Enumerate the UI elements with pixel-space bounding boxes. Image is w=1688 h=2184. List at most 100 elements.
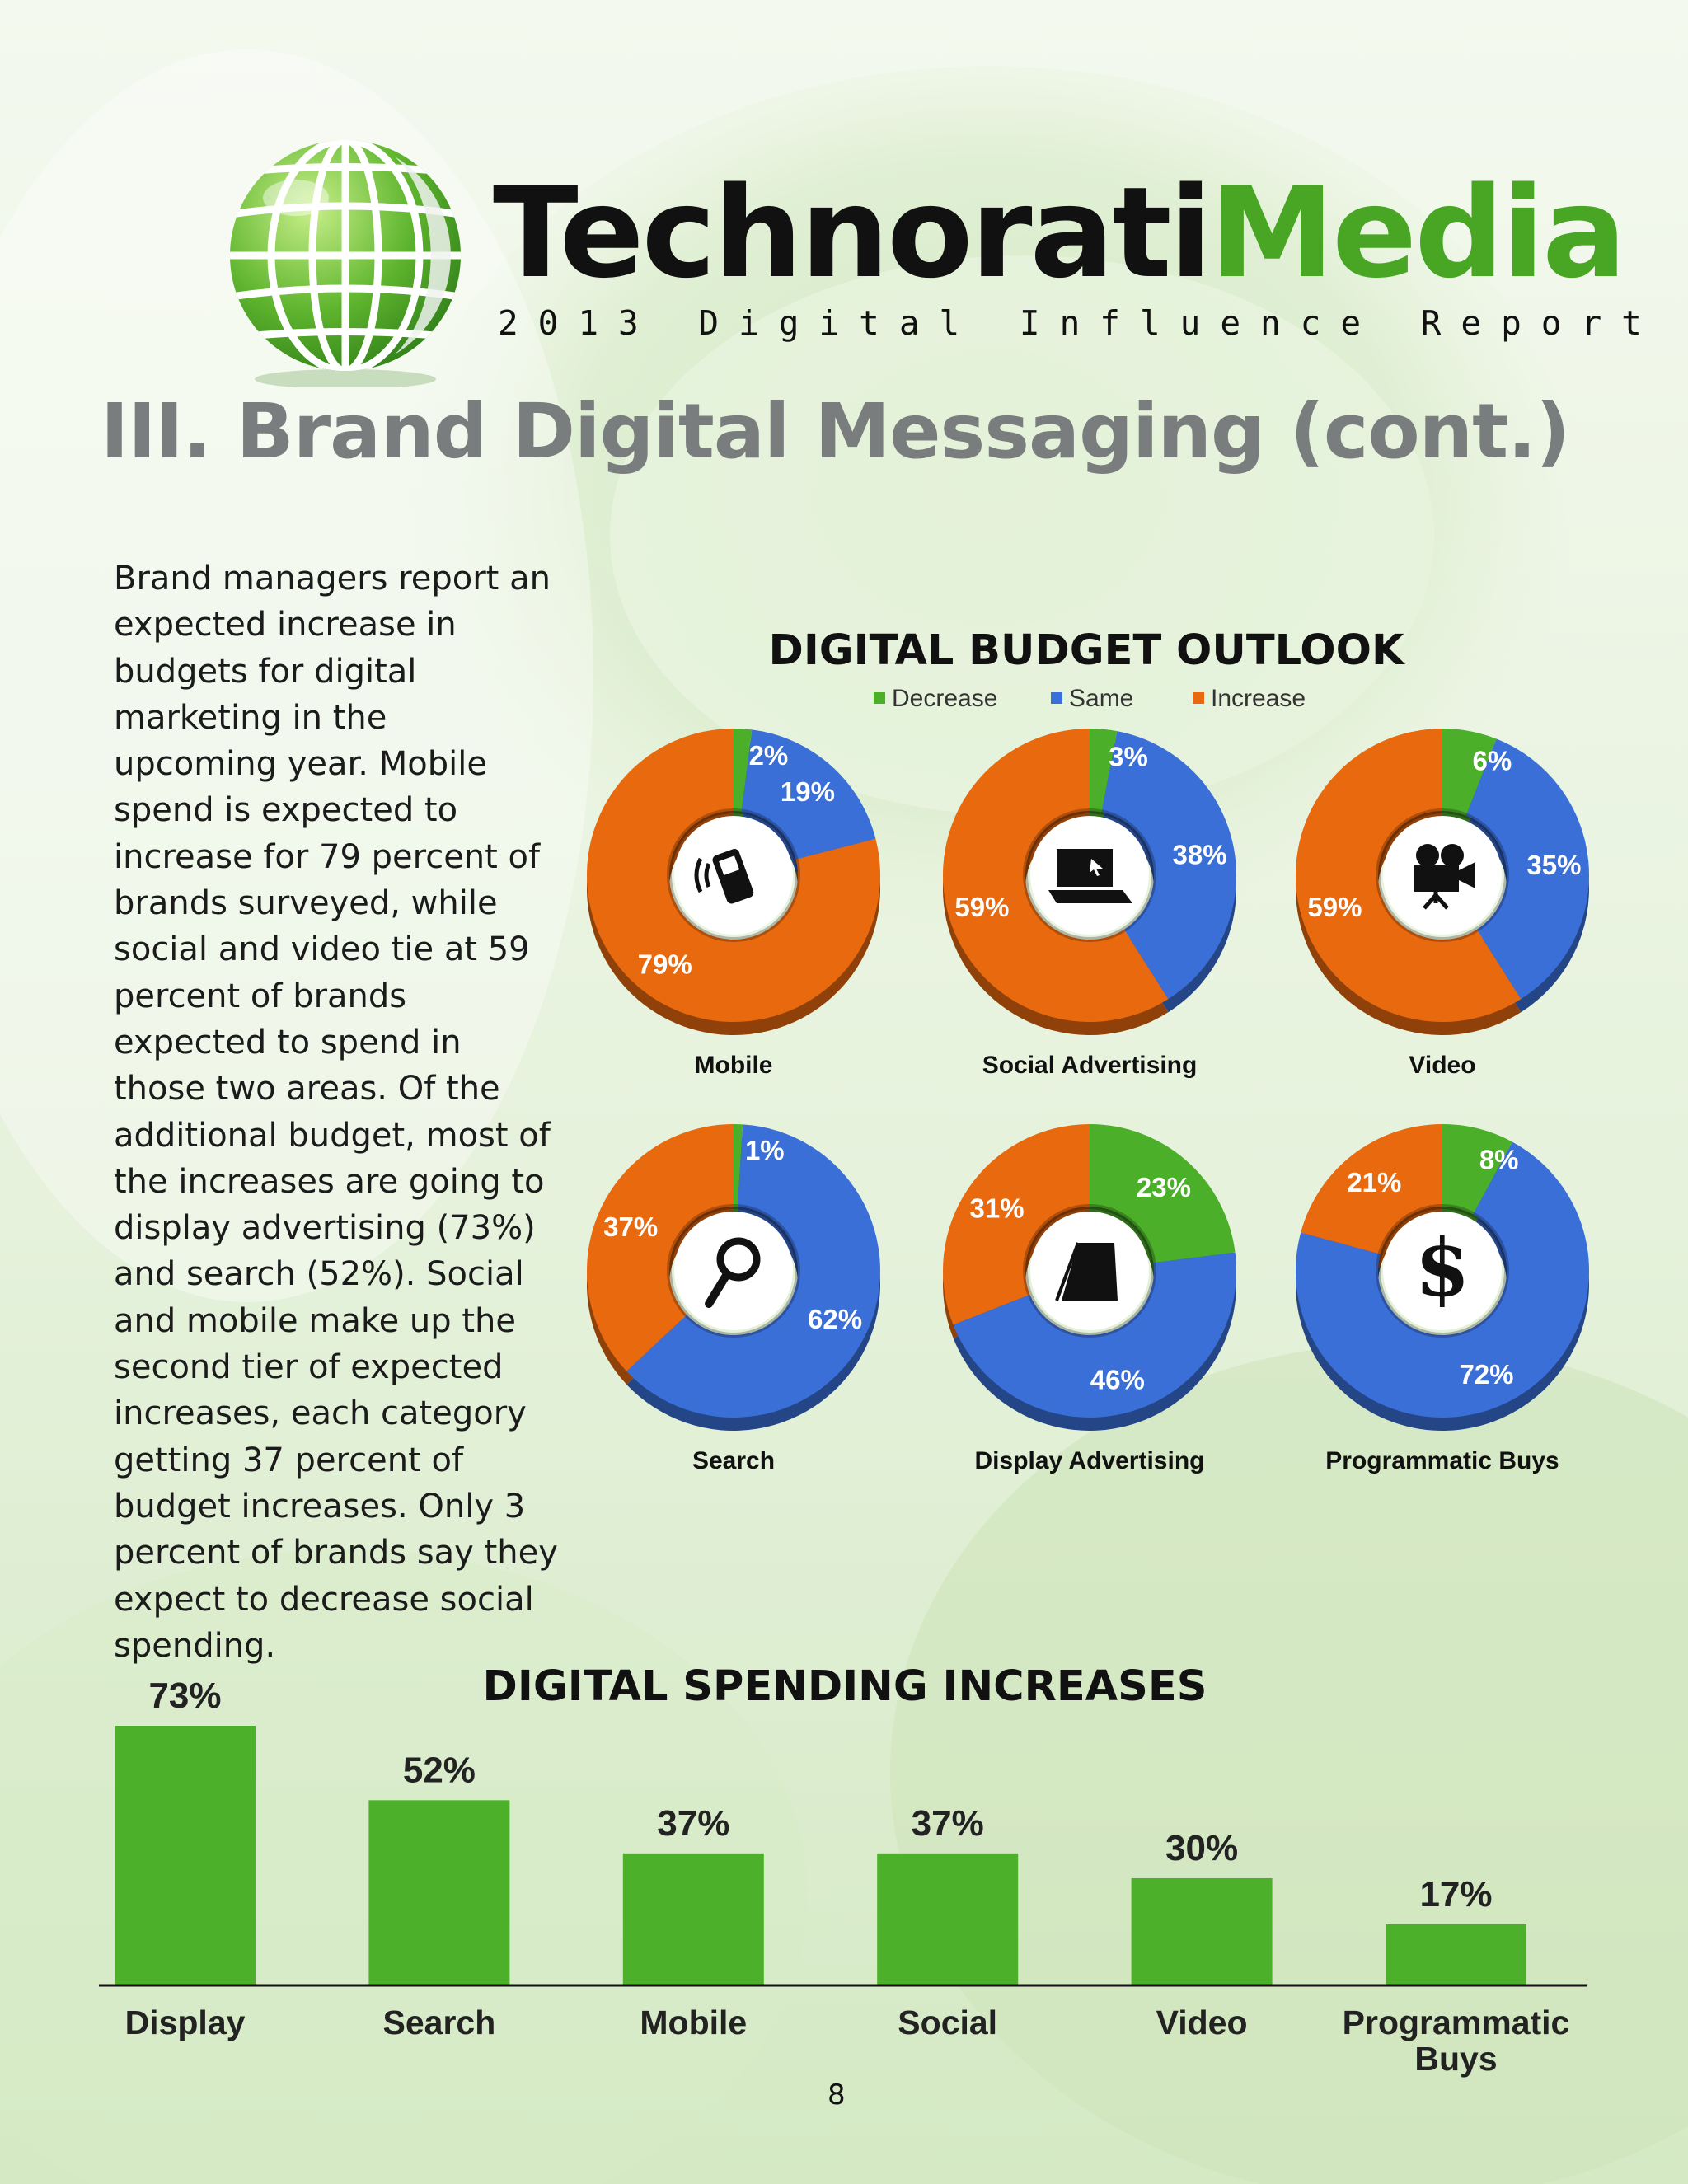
bar-rect (622, 1853, 764, 1985)
donut-label-same: 19% (781, 776, 835, 807)
donut-label-increase: 31% (969, 1193, 1024, 1224)
donut-slice-increase (1296, 729, 1522, 1023)
donut-label-increase: 21% (1347, 1167, 1401, 1197)
donut-chart-0: 2% 19% 79% Mobile (587, 729, 881, 1079)
bar-value-label: 17% (1419, 1874, 1492, 1915)
donut-name: Video (1409, 1052, 1475, 1079)
donut-slice-increase (943, 729, 1169, 1023)
bar-category-label: Search (383, 2004, 496, 2041)
donut-slice-decrease (734, 729, 753, 812)
bar-value-label: 52% (403, 1750, 476, 1790)
legend-swatch-increase (1193, 692, 1204, 704)
donut-hub (1383, 1212, 1502, 1330)
globe-logo-icon (230, 140, 461, 387)
donut-slice-increase (1301, 1124, 1442, 1254)
donut-hub-ring (667, 1204, 800, 1338)
legend-swatch-same (1051, 692, 1062, 704)
donut-chart-2: 6% 35% 59% Video (1296, 729, 1589, 1079)
donut-slice-decrease (1442, 1124, 1512, 1215)
donut-hub (674, 1212, 793, 1330)
donut-name: Search (692, 1447, 775, 1474)
donut-label-same: 46% (1090, 1365, 1145, 1395)
donut-chart-3: 1% 62% 37% Search (587, 1124, 881, 1474)
donut-label-increase: 37% (603, 1212, 658, 1242)
donut-charts-group: 2% 19% 79% Mobile 3% 38% 59% Social Advertising… (587, 729, 1589, 1474)
bar-category-label: Mobile (640, 2004, 747, 2041)
bar-value-label: 37% (912, 1803, 984, 1844)
donut-label-same: 62% (808, 1304, 862, 1334)
page-number: 8 (828, 2079, 846, 2111)
donut-chart-5: $8% 72% 21% Programmatic Buys (1296, 1124, 1589, 1474)
bar-value-label: 30% (1165, 1828, 1238, 1868)
report-subtitle: 2013 Digital Influence Report (498, 303, 1662, 343)
section-title: III. Brand Digital Messaging (cont.) (101, 387, 1570, 476)
bar-category-label: Display (125, 2004, 246, 2041)
donut-hub-ring (1023, 1204, 1156, 1338)
donut-label-decrease: 1% (745, 1135, 785, 1165)
bar-0: 73% Display (115, 1675, 256, 2041)
donut-slice-increase (587, 729, 881, 1022)
donut-hub-ring (1023, 808, 1156, 942)
donut-label-increase: 59% (954, 892, 1009, 922)
donut-hub-ring (1376, 1204, 1509, 1338)
donut-label-increase: 59% (1307, 892, 1362, 922)
donut-slice-same (1296, 1141, 1589, 1418)
bar-category-label: Programmatic (1343, 2004, 1570, 2041)
brand-title: TechnoratiMedia (493, 160, 1627, 306)
bar-value-label: 37% (657, 1803, 729, 1844)
donut-slice-same (741, 729, 876, 860)
donut-label-decrease: 2% (749, 740, 789, 771)
bar-3: 37% Social (877, 1803, 1019, 2041)
donut-hub-ring (1376, 808, 1509, 942)
bar-chart-title: DIGITAL SPENDING INCREASES (483, 1662, 1207, 1711)
brand-title-part2: Media (1209, 160, 1627, 306)
donut-name: Display Advertising (975, 1447, 1205, 1474)
donut-section-title: DIGITAL BUDGET OUTLOOK (768, 626, 1406, 675)
donut-slice-same (953, 1252, 1236, 1418)
magnifier-icon (705, 1237, 761, 1308)
intro-paragraph: Brand managers report an expected increa… (114, 560, 558, 1665)
bar-rect (115, 1726, 256, 1985)
bar-rect (368, 1800, 510, 1985)
donut-slice-decrease (1090, 1124, 1236, 1263)
donut-slice-decrease (734, 1124, 743, 1207)
bar-rect (1386, 1924, 1526, 1985)
donut-slice-decrease (1090, 729, 1118, 813)
mobile-phone-icon (694, 849, 754, 904)
donut-chart-4: 23% 46% 31% Display Advertising (943, 1124, 1236, 1474)
svg-text:$: $ (1415, 1221, 1470, 1315)
donut-slice-same (626, 1124, 881, 1418)
bar-chart-group: 73% Display 52% Search 37% Mobile 37% Social 30%… (115, 1675, 1569, 2078)
brand-title-part1: Technorati (493, 160, 1212, 306)
donut-legend: Decrease Same Increase (874, 685, 1306, 712)
bar-category-label: Video (1156, 2004, 1248, 2041)
laptop-icon (1048, 849, 1132, 903)
legend-label-decrease: Decrease (892, 685, 997, 712)
donut-label-same: 35% (1526, 850, 1581, 880)
donut-slice-same (1465, 738, 1589, 1000)
legend-swatch-decrease (874, 692, 885, 704)
donut-slice-decrease (1442, 729, 1497, 816)
bar-category-label: Buys (1414, 2040, 1497, 2078)
bar-value-label: 73% (148, 1675, 221, 1716)
donut-slice-same (1101, 731, 1237, 1000)
donut-slice-increase (587, 1124, 734, 1371)
donut-slice-increase (943, 1124, 1090, 1325)
bar-4: 30% Video (1131, 1828, 1273, 2041)
bar-1: 52% Search (368, 1750, 510, 2041)
donut-label-decrease: 23% (1137, 1172, 1191, 1202)
legend-label-same: Same (1069, 685, 1133, 712)
display-board-icon (1055, 1242, 1118, 1301)
movie-camera-icon (1414, 844, 1475, 910)
donut-label-decrease: 6% (1473, 746, 1512, 776)
bar-rect (877, 1853, 1019, 1985)
donut-name: Mobile (695, 1052, 773, 1079)
donut-label-same: 72% (1459, 1359, 1513, 1390)
legend-label-increase: Increase (1211, 685, 1306, 712)
donut-label-increase: 79% (638, 949, 692, 979)
donut-chart-1: 3% 38% 59% Social Advertising (943, 729, 1237, 1079)
bar-category-label: Social (898, 2004, 997, 2041)
donut-name: Social Advertising (982, 1052, 1198, 1079)
